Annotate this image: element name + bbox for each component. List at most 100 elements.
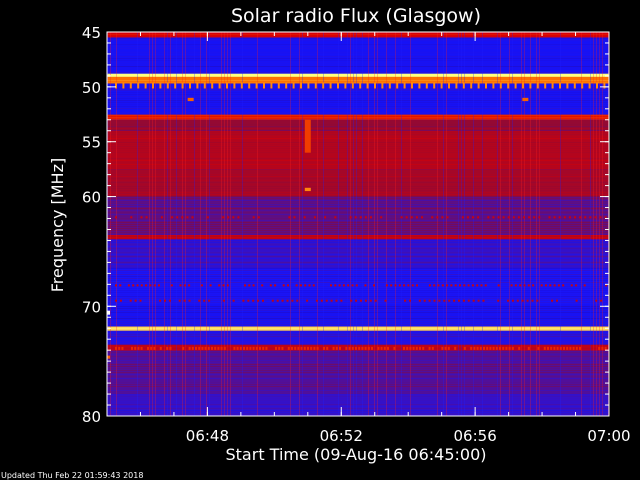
texture-row xyxy=(107,274,609,275)
striation xyxy=(347,32,348,416)
interference-tick xyxy=(257,216,260,219)
texture-row xyxy=(107,198,609,199)
interference-tick xyxy=(232,216,235,219)
y-tick-label: 45 xyxy=(82,24,101,42)
interference-tick xyxy=(291,346,293,350)
texture-row xyxy=(107,190,609,191)
interference-tick xyxy=(459,284,461,287)
interference-tick xyxy=(507,216,510,219)
texture-row xyxy=(107,348,609,349)
interference-tick xyxy=(516,299,519,302)
interference-tick xyxy=(297,346,300,350)
interference-tick xyxy=(345,346,348,350)
interference-tick xyxy=(168,299,171,302)
interference-tick xyxy=(366,82,369,89)
interference-tick xyxy=(122,82,125,89)
interference-tick xyxy=(204,346,207,350)
texture-row xyxy=(107,74,609,75)
interference-tick xyxy=(374,299,377,302)
interference-tick xyxy=(261,284,264,287)
x-tick-label: 06:52 xyxy=(320,427,363,445)
interference-tick xyxy=(482,299,485,302)
interference-tick xyxy=(423,299,426,302)
texture-row xyxy=(107,124,609,125)
texture-row xyxy=(107,280,609,281)
texture-row xyxy=(107,316,609,317)
interference-tick xyxy=(595,299,598,302)
striation xyxy=(221,32,222,416)
texture-row xyxy=(107,320,609,321)
texture-row xyxy=(107,260,609,261)
interference-tick xyxy=(473,346,476,350)
texture-row xyxy=(107,304,609,305)
texture-row xyxy=(107,224,609,225)
interference-tick xyxy=(517,216,520,219)
striation xyxy=(386,32,387,416)
texture-row xyxy=(107,234,609,235)
texture-row xyxy=(107,388,609,389)
interference-tick xyxy=(514,82,517,89)
texture-row xyxy=(107,368,609,369)
interference-tick xyxy=(573,82,576,89)
interference-tick xyxy=(129,82,132,89)
interference-tick xyxy=(153,346,156,350)
interference-tick xyxy=(512,216,515,219)
striation xyxy=(458,32,459,416)
interference-tick xyxy=(252,346,255,350)
texture-row xyxy=(107,390,609,391)
striation xyxy=(596,32,597,416)
interference-tick xyxy=(381,82,384,89)
striation xyxy=(539,32,540,416)
texture-row xyxy=(107,180,609,181)
texture-row xyxy=(107,288,609,289)
interference-tick xyxy=(499,346,501,350)
interference-tick xyxy=(472,299,475,302)
interference-tick xyxy=(324,216,327,219)
interference-tick xyxy=(410,216,413,219)
interference-tick xyxy=(428,346,431,350)
interference-tick xyxy=(233,82,236,89)
interference-tick xyxy=(390,284,393,287)
striation xyxy=(581,32,582,416)
interference-tick xyxy=(119,299,122,302)
interference-tick xyxy=(198,346,201,350)
texture-row xyxy=(107,352,609,353)
texture-row xyxy=(107,228,609,229)
interference-tick xyxy=(181,82,184,89)
interference-tick xyxy=(566,82,569,89)
striation xyxy=(536,32,537,416)
texture-row xyxy=(107,110,609,111)
texture-row xyxy=(107,272,609,273)
striation xyxy=(290,32,291,416)
texture-row xyxy=(107,140,609,141)
interference-tick xyxy=(384,299,387,302)
texture-row xyxy=(107,54,609,55)
texture-row xyxy=(107,318,609,319)
interference-tick xyxy=(171,216,174,219)
texture-row xyxy=(107,254,609,255)
texture-row xyxy=(107,192,609,193)
interference-tick xyxy=(285,82,288,89)
interference-tick xyxy=(540,284,543,287)
striation xyxy=(395,32,396,416)
interference-tick xyxy=(502,346,505,350)
texture-row xyxy=(107,410,609,411)
interference-tick xyxy=(549,284,552,287)
interference-tick xyxy=(262,346,265,350)
texture-row xyxy=(107,218,609,219)
interference-tick xyxy=(270,82,273,89)
interference-tick xyxy=(448,299,451,302)
interference-tick xyxy=(201,284,203,287)
interference-tick xyxy=(433,284,436,287)
interference-tick xyxy=(359,216,362,219)
interference-tick xyxy=(287,346,290,350)
interference-tick xyxy=(203,299,206,302)
interference-tick xyxy=(544,82,547,89)
interference-tick xyxy=(447,346,450,350)
interference-tick xyxy=(556,299,558,302)
interference-tick xyxy=(477,82,480,89)
x-tick-label: 06:48 xyxy=(186,427,229,445)
interference-tick xyxy=(415,346,418,350)
striation xyxy=(302,32,303,416)
texture-row xyxy=(107,406,609,407)
